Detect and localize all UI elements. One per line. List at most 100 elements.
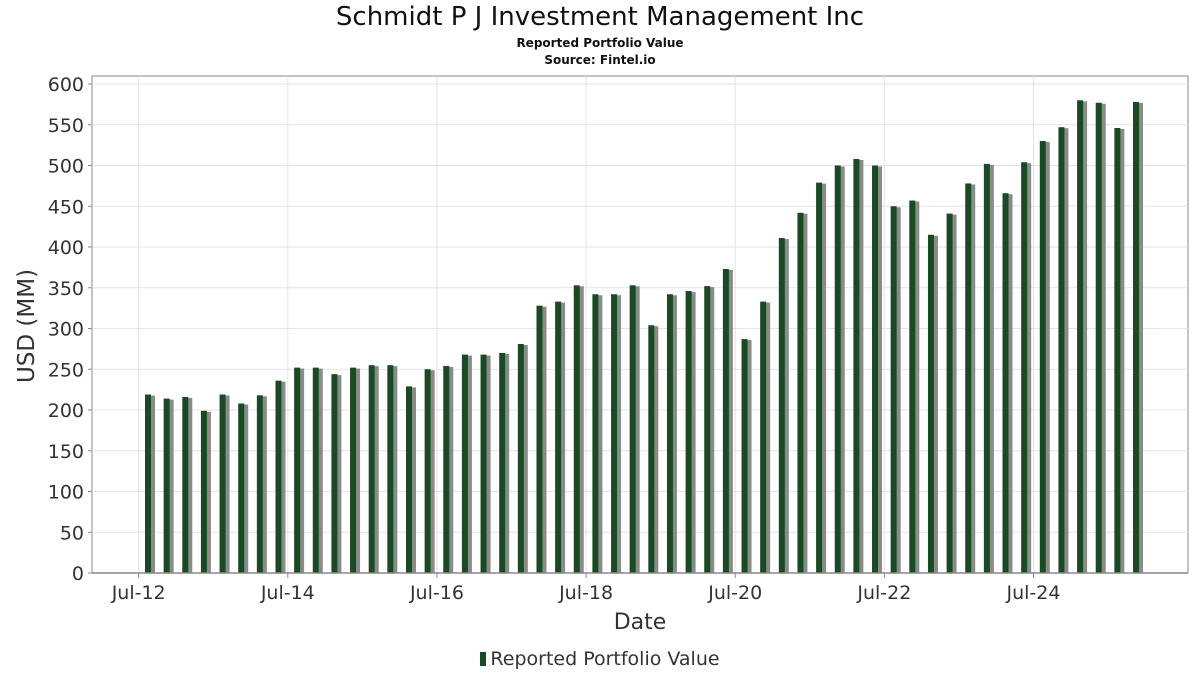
bar-shadow (764, 302, 771, 573)
bar (834, 165, 841, 573)
bar-shadow (409, 387, 416, 573)
bar-shadow (149, 395, 155, 573)
bar-shadow (782, 239, 789, 573)
bar (275, 380, 282, 573)
x-tick-label: Jul-24 (1005, 582, 1060, 604)
bar (927, 234, 934, 573)
bar-shadow (1099, 103, 1106, 574)
bar (331, 374, 338, 573)
y-tick-label: 400 (48, 237, 84, 259)
y-tick-label: 500 (48, 156, 84, 178)
y-tick-label: 550 (48, 115, 84, 137)
bar-shadow (298, 368, 305, 573)
y-tick-label: 100 (48, 482, 84, 504)
bar-shadow (1006, 194, 1013, 573)
bar (387, 365, 394, 573)
bar-shadow (652, 326, 659, 573)
bar-shadow (801, 213, 808, 573)
bar-shadow (447, 366, 454, 573)
bar-shadow (615, 295, 622, 573)
x-tick-label: Jul-14 (260, 582, 315, 604)
bar (1039, 141, 1046, 574)
bar (704, 286, 711, 573)
bar (499, 352, 506, 573)
y-axis-title: USD (MM) (14, 269, 40, 383)
bar-shadow (670, 295, 677, 573)
bar (536, 305, 543, 573)
bar (350, 367, 357, 573)
x-axis-title: Date (614, 610, 667, 635)
bar (760, 301, 767, 573)
bar (592, 294, 599, 573)
bar-shadow (633, 286, 640, 573)
bar-shadow (596, 295, 603, 573)
bar (890, 206, 897, 573)
bar (182, 396, 189, 573)
x-tick-label: Jul-22 (856, 582, 911, 604)
y-tick-label: 600 (48, 74, 84, 96)
bar-shadow (745, 340, 752, 573)
bar-shadow (838, 166, 845, 573)
bar (1095, 102, 1102, 574)
bar-shadow (279, 381, 286, 573)
bar-shadow (204, 411, 211, 573)
y-tick-label: 450 (48, 196, 84, 218)
bar-shadow (242, 404, 249, 573)
bar-shadow (1062, 128, 1069, 573)
bar-shadow (391, 366, 398, 573)
x-tick-label: Jul-20 (707, 582, 762, 604)
bar-shadow (372, 366, 379, 573)
bar-shadow (876, 166, 883, 573)
bar (163, 398, 170, 573)
bar-shadow (540, 306, 547, 573)
bar-shadow (1081, 101, 1088, 574)
y-tick-label: 200 (48, 400, 84, 422)
bar-shadow (1025, 163, 1032, 574)
y-tick-label: 50 (60, 522, 84, 544)
bar (611, 294, 618, 573)
y-tick-label: 250 (48, 359, 84, 381)
bar-shadow (1043, 142, 1050, 574)
chart-title: Schmidt P J Investment Management Inc (335, 2, 865, 32)
legend-swatch (480, 652, 487, 666)
y-tick-label: 150 (48, 441, 84, 463)
legend-label: Reported Portfolio Value (490, 648, 720, 670)
bar (909, 200, 916, 574)
chart-subtitle: Reported Portfolio Value (516, 36, 684, 50)
bar-shadow (559, 302, 566, 573)
bar (200, 410, 207, 573)
bar-shadow (857, 159, 864, 574)
bar-shadow (186, 397, 193, 573)
bar-shadow (223, 395, 230, 573)
bar (405, 386, 412, 573)
bar-shadow (484, 355, 491, 573)
bar (965, 183, 972, 573)
bar-shadow (894, 207, 901, 573)
y-tick-label: 300 (48, 319, 84, 341)
bar (685, 291, 692, 573)
bar (480, 354, 487, 573)
bar (872, 165, 879, 573)
bar-shadow (354, 368, 361, 573)
bar (722, 269, 729, 573)
bar (1058, 127, 1065, 573)
bar (853, 158, 860, 574)
bar (461, 354, 468, 573)
bar-shadow (913, 201, 920, 574)
bar (816, 182, 823, 574)
bar (741, 339, 748, 573)
bar-shadow (987, 164, 994, 573)
bar-shadow (465, 355, 472, 573)
y-tick-label: 350 (48, 278, 84, 300)
bar (648, 325, 655, 573)
bar (1133, 101, 1139, 574)
y-tick-label: 0 (72, 563, 84, 585)
bar (256, 395, 263, 573)
bar (797, 212, 804, 573)
chart-source: Source: Fintel.io (544, 53, 656, 67)
bar-shadow (503, 353, 510, 573)
bar-shadow (260, 396, 267, 573)
bar-shadow (316, 368, 323, 573)
bar (443, 365, 450, 573)
bar-shadow (335, 375, 342, 573)
